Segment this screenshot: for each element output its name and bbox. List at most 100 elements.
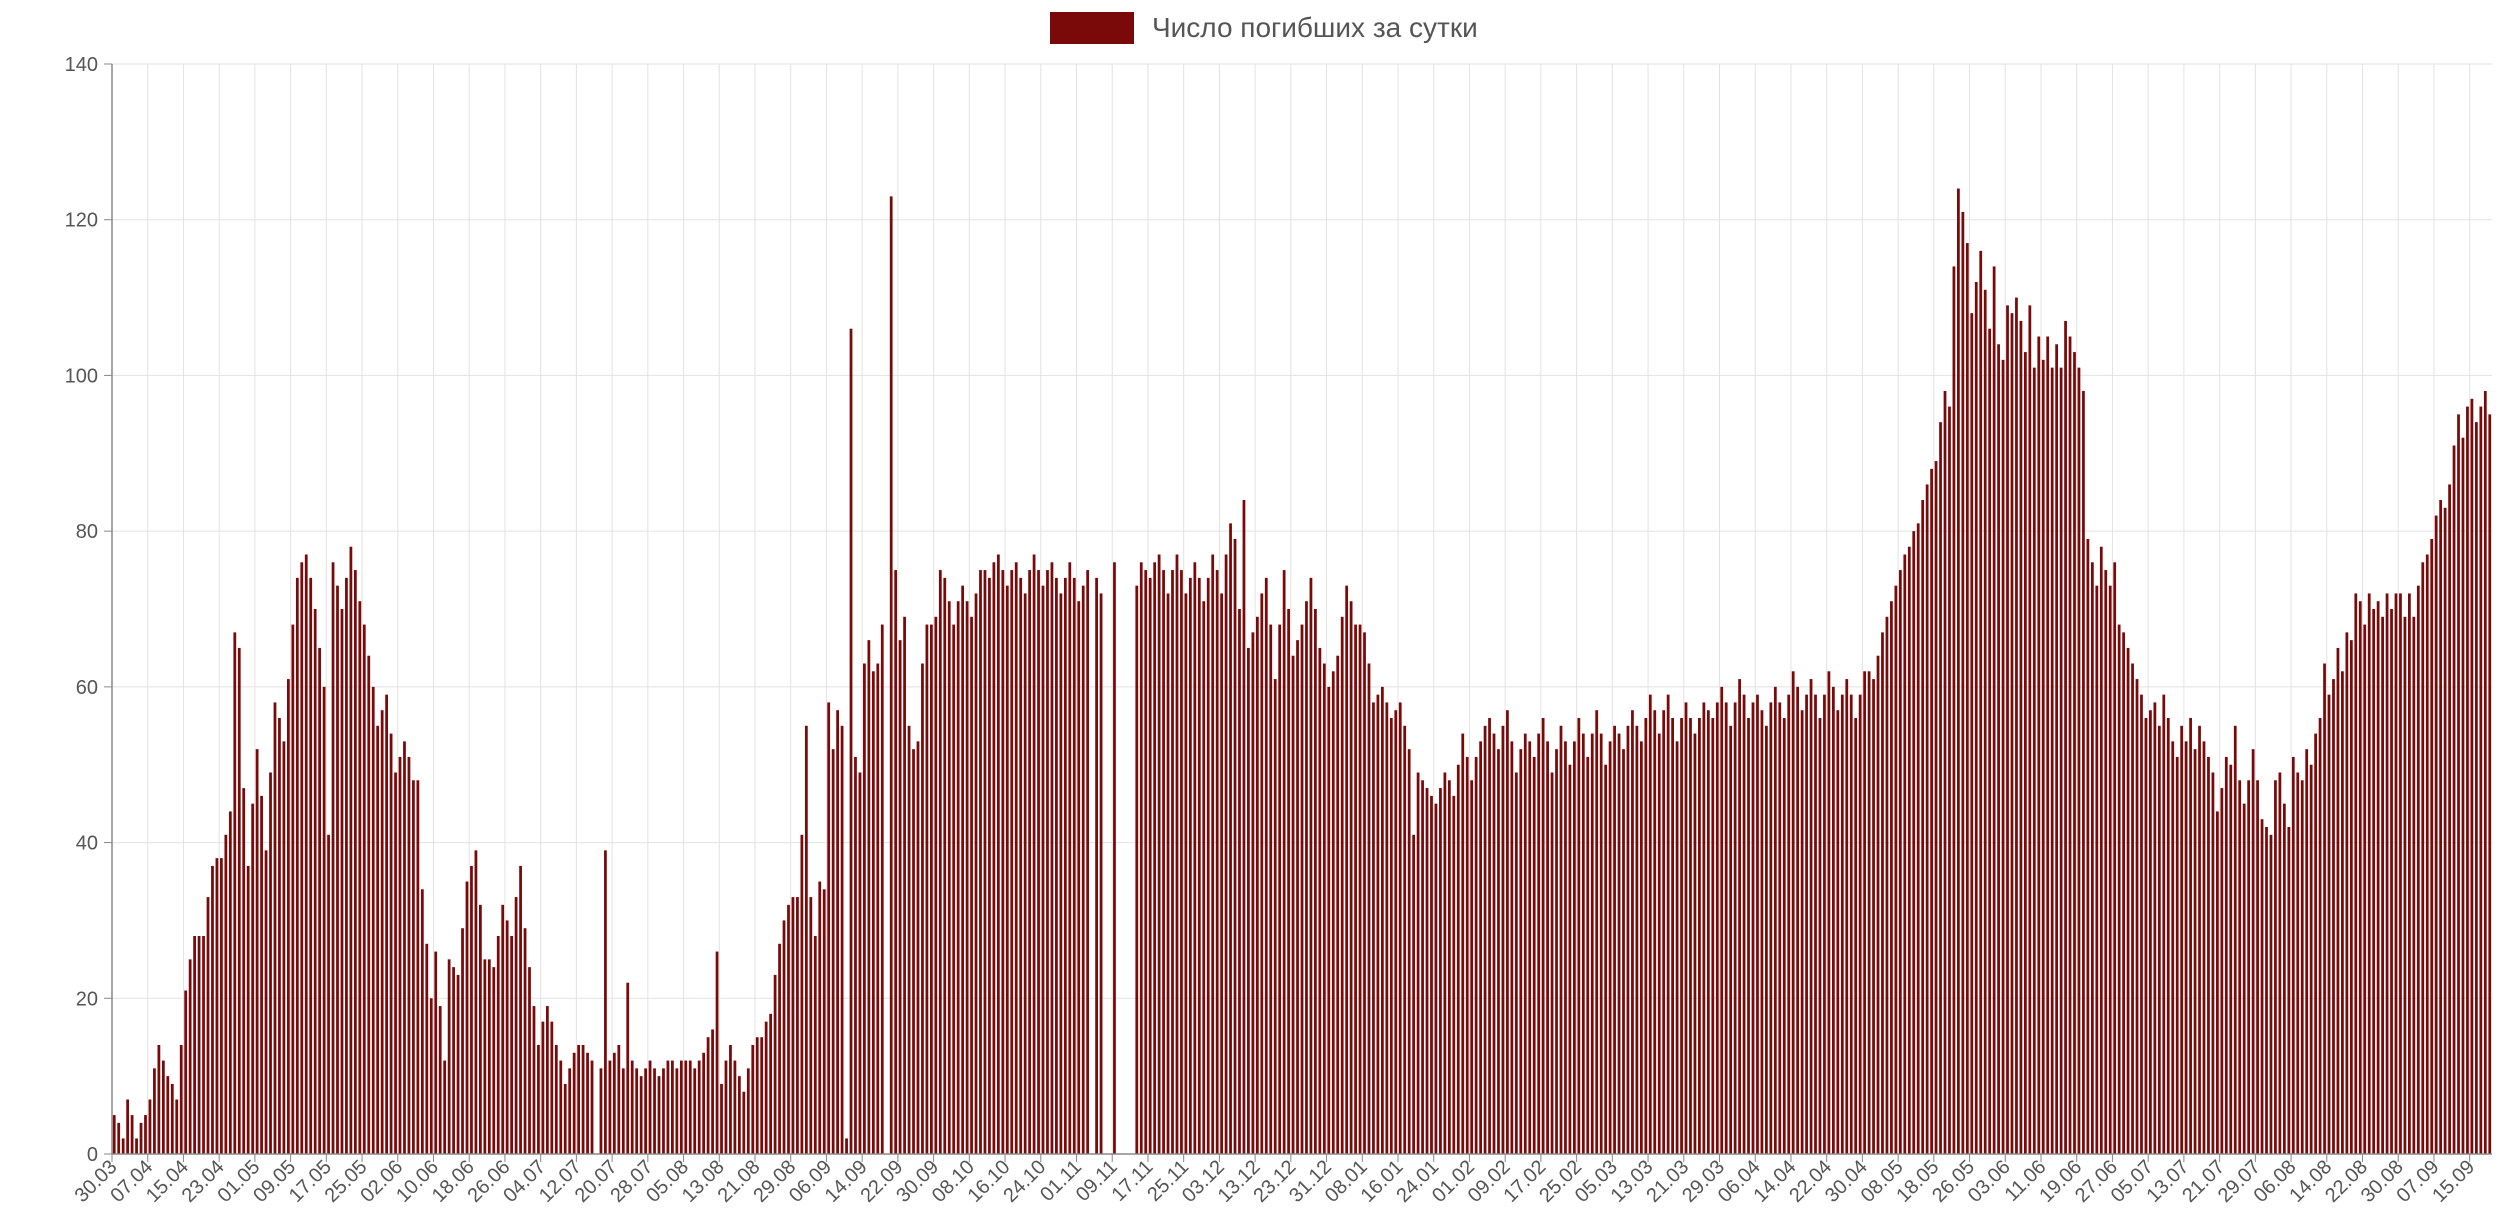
- bar: [1791, 671, 1795, 1154]
- bar: [894, 570, 898, 1154]
- bar: [2323, 663, 2326, 1154]
- bar: [492, 967, 496, 1154]
- bar: [1095, 577, 1098, 1154]
- bar: [1086, 570, 1090, 1154]
- bar: [2046, 336, 2050, 1154]
- y-tick-label: 100: [65, 365, 98, 387]
- bar: [612, 1052, 616, 1154]
- bar: [764, 1021, 768, 1154]
- bar: [1564, 741, 1567, 1154]
- bar: [2068, 336, 2072, 1154]
- bar: [1354, 624, 1357, 1154]
- bar: [2184, 741, 2188, 1154]
- bar: [706, 1037, 710, 1154]
- bar: [1501, 725, 1505, 1154]
- bar: [2229, 764, 2233, 1154]
- bar: [385, 694, 388, 1154]
- bar: [1693, 733, 1697, 1154]
- bar: [1872, 679, 1875, 1154]
- bar: [916, 741, 920, 1154]
- bar: [621, 1068, 625, 1154]
- bar: [389, 733, 393, 1154]
- bar: [755, 1037, 759, 1154]
- bar: [1479, 741, 1482, 1154]
- bar: [1863, 671, 1867, 1154]
- y-tick-label: 60: [76, 677, 98, 699]
- bar: [854, 756, 857, 1154]
- bar: [1197, 577, 1201, 1154]
- bar: [2461, 437, 2465, 1155]
- y-tick-label: 20: [76, 988, 98, 1010]
- bar: [1380, 686, 1384, 1154]
- bar: [1541, 718, 1545, 1154]
- bar: [170, 1083, 174, 1154]
- bar: [1769, 702, 1773, 1154]
- bar: [273, 702, 277, 1154]
- bar: [175, 1099, 179, 1154]
- bar: [2390, 609, 2393, 1154]
- bar: [2305, 749, 2309, 1154]
- bar: [1224, 554, 1228, 1154]
- bar: [1229, 523, 1232, 1154]
- bar: [1992, 266, 1996, 1154]
- bar: [1925, 484, 1929, 1154]
- bar: [2318, 718, 2322, 1154]
- bar: [1345, 585, 1349, 1154]
- bar: [599, 1068, 603, 1154]
- bar: [809, 897, 813, 1154]
- bar: [2113, 562, 2117, 1154]
- bar: [318, 647, 322, 1154]
- bar: [206, 897, 210, 1154]
- bar: [2131, 663, 2134, 1154]
- bar-series: [112, 188, 2492, 1155]
- bar: [465, 881, 469, 1154]
- bar: [2175, 756, 2179, 1154]
- bar: [443, 1060, 447, 1154]
- axes: [111, 64, 2492, 1155]
- bar: [2149, 710, 2152, 1154]
- legend-label: Число погибших за сутки: [1152, 12, 1478, 43]
- bar: [871, 671, 875, 1154]
- bar: [2372, 609, 2376, 1154]
- bar: [295, 577, 299, 1154]
- bar: [1206, 577, 1210, 1154]
- bar: [1233, 538, 1237, 1154]
- bar: [1287, 609, 1290, 1154]
- y-tick-label: 80: [76, 521, 98, 543]
- bar: [1063, 577, 1067, 1154]
- bar: [836, 710, 839, 1154]
- bar: [2117, 624, 2121, 1154]
- bar: [1367, 663, 1371, 1154]
- bar: [420, 889, 424, 1154]
- bar: [626, 982, 630, 1154]
- bar: [1193, 562, 1197, 1154]
- bar: [1948, 406, 1951, 1154]
- bar: [1573, 741, 1576, 1154]
- bar: [2023, 352, 2027, 1154]
- bar: [1724, 702, 1728, 1154]
- bar: [2099, 546, 2103, 1154]
- bar: [2269, 834, 2273, 1154]
- bar: [461, 928, 464, 1154]
- bar: [1260, 593, 1264, 1154]
- bar: [331, 562, 335, 1154]
- bar: [1550, 772, 1554, 1154]
- bar: [921, 663, 924, 1154]
- bar: [144, 1115, 147, 1154]
- bar: [1796, 686, 1800, 1154]
- bar: [746, 1068, 750, 1154]
- bar: [345, 577, 348, 1154]
- bar: [2358, 601, 2362, 1154]
- bar: [577, 1045, 581, 1154]
- bar: [1452, 795, 1456, 1154]
- bar: [1180, 570, 1183, 1154]
- bar: [1867, 671, 1871, 1154]
- bar: [416, 780, 420, 1154]
- bar: [2104, 570, 2108, 1154]
- bar: [1215, 570, 1219, 1154]
- bar: [1599, 733, 1603, 1154]
- bar: [2403, 616, 2407, 1154]
- bar: [541, 1021, 545, 1154]
- bar: [242, 788, 246, 1154]
- bar: [1421, 780, 1424, 1154]
